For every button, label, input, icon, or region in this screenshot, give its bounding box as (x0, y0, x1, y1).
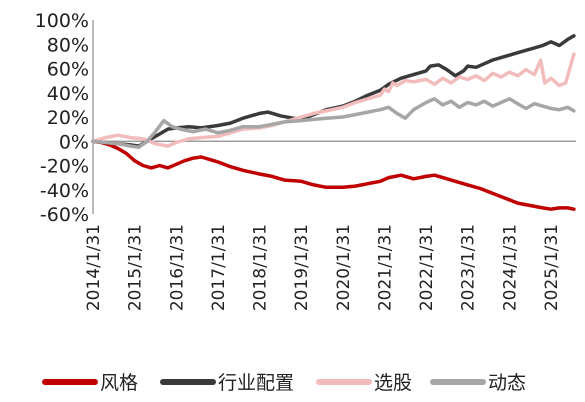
x-tick-label: 2018/1/31 (251, 224, 271, 311)
series-line-0 (91, 139, 576, 211)
y-tick-label: -20% (40, 156, 89, 178)
legend-item-0: 风格 (42, 372, 138, 394)
series-line-1 (91, 34, 576, 148)
y-tick-label: 40% (47, 83, 89, 105)
y-tick-label: 100% (35, 10, 89, 32)
legend: 风格 行业配置 选股 动态 (42, 372, 526, 394)
x-tick-label: 2020/1/31 (334, 224, 354, 311)
x-tick-label: 2015/1/31 (126, 224, 146, 311)
x-tick-label: 2024/1/31 (500, 224, 520, 311)
series-line-2 (91, 52, 576, 148)
y-tick-label: -40% (40, 180, 89, 202)
series-lines (91, 34, 576, 211)
y-tick-label: 80% (47, 34, 89, 56)
legend-item-1: 行业配置 (160, 372, 294, 394)
x-tick-label: 2016/1/31 (167, 224, 187, 311)
x-tick-label: 2017/1/31 (209, 224, 229, 311)
x-tick-label: 2021/1/31 (375, 224, 395, 311)
x-tick-label: 2022/1/31 (417, 224, 437, 311)
x-tick-label: 2025/1/31 (542, 224, 562, 311)
legend-item-3: 动态 (430, 372, 526, 394)
y-tick-label: 60% (47, 59, 89, 81)
legend-item-2: 选股 (316, 372, 412, 394)
y-tick-label: 20% (47, 107, 89, 129)
x-axis-ticks: 2014/1/31 2015/1/31 2016/1/31 2017/1/31 2018… (84, 224, 562, 311)
x-tick-label: 2014/1/31 (84, 224, 104, 311)
y-tick-label: 0% (59, 131, 89, 153)
legend-label: 动态 (488, 372, 526, 394)
legend-label: 行业配置 (218, 372, 294, 394)
legend-label: 选股 (374, 372, 412, 394)
x-tick-label: 2019/1/31 (292, 224, 312, 311)
y-axis-ticks: 100%80% 60%40%20%0% -20%-40%-60% (35, 10, 89, 226)
legend-label: 风格 (100, 372, 138, 394)
series-line-3 (91, 97, 576, 150)
y-tick-label: -60% (40, 204, 89, 226)
x-tick-label: 2023/1/31 (459, 224, 479, 311)
